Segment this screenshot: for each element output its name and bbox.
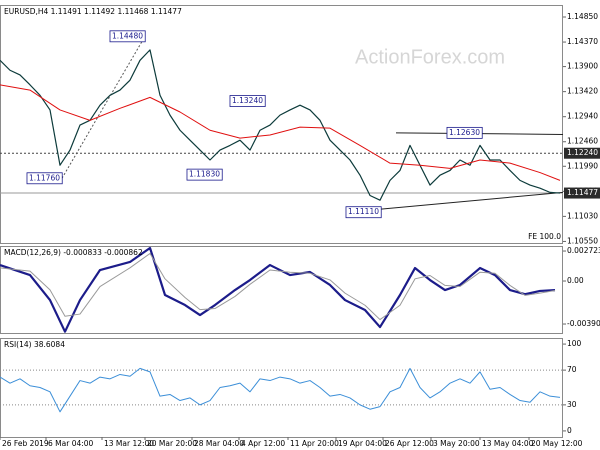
trend-line bbox=[346, 191, 563, 213]
annotation-label: 1.12630 bbox=[449, 128, 480, 137]
annotation-box bbox=[109, 30, 146, 43]
y-tick-label: 1.12940 bbox=[567, 112, 598, 121]
panel-frame bbox=[0, 5, 563, 244]
x-tick-label: 20 May 12:00 bbox=[531, 439, 583, 448]
annotation-label: 1.11830 bbox=[189, 170, 220, 179]
watermark: ActionForex.com bbox=[355, 46, 505, 68]
panel-title: EURUSD,H4 1.11491 1.11492 1.11468 1.1147… bbox=[4, 7, 182, 16]
trend-line bbox=[61, 36, 146, 179]
y-tick-label: -0.003905 bbox=[567, 319, 600, 328]
x-tick-label: 3 May 20:00 bbox=[433, 439, 480, 448]
panel-frame bbox=[0, 246, 563, 334]
annotation-box bbox=[345, 206, 382, 219]
y-tick-label: 70 bbox=[567, 365, 577, 374]
annotation-box bbox=[26, 172, 63, 185]
x-tick-label: 28 Mar 04:00 bbox=[194, 439, 244, 448]
series-line bbox=[0, 367, 561, 413]
x-tick-label: 26 Feb 2019 bbox=[2, 439, 49, 448]
series-line bbox=[0, 49, 561, 201]
y-tick-label: 1.14370 bbox=[567, 37, 598, 46]
y-tick-label: 1.13900 bbox=[567, 62, 598, 71]
plot-area bbox=[0, 36, 563, 213]
annotation-label: 1.11110 bbox=[348, 207, 379, 216]
panel-title: RSI(14) 38.6084 bbox=[4, 340, 65, 349]
panel-frame bbox=[0, 338, 563, 438]
x-tick-label: 19 Apr 04:00 bbox=[338, 439, 387, 448]
y-tick-label: 1.11990 bbox=[567, 161, 598, 170]
annotation-box bbox=[229, 95, 266, 107]
y-tick-label: 0.00 bbox=[567, 276, 584, 285]
y-tick-label: 1.14850 bbox=[567, 12, 598, 21]
price-tag bbox=[564, 147, 600, 159]
y-tick-label: 0 bbox=[567, 426, 572, 435]
series-line bbox=[0, 252, 556, 321]
plot-area bbox=[0, 367, 563, 413]
price-tag-label: 1.11477 bbox=[567, 188, 598, 197]
y-tick-label: 1.12460 bbox=[567, 137, 598, 146]
series-line bbox=[0, 246, 556, 333]
x-tick-label: 13 Mar 12:00 bbox=[104, 439, 154, 448]
plot-area bbox=[0, 246, 556, 333]
annotation-label: 1.13240 bbox=[232, 96, 263, 105]
y-tick-label: 0.002723 bbox=[567, 246, 600, 255]
price-tag-label: 1.12240 bbox=[567, 148, 598, 157]
x-tick-label: 11 Apr 20:00 bbox=[290, 439, 339, 448]
annotation-box bbox=[446, 126, 483, 139]
panel-title: MACD(12,26,9) -0.000833 -0.000862 bbox=[4, 248, 143, 257]
y-tick-label: 30 bbox=[567, 400, 577, 409]
annotation-label: 1.14480 bbox=[112, 31, 143, 40]
price-tag bbox=[564, 187, 600, 199]
y-tick-label: 1.13420 bbox=[567, 87, 598, 96]
y-tick-label: 100 bbox=[567, 339, 582, 348]
y-tick-label: 1.11030 bbox=[567, 211, 598, 220]
fe-label: FE 100.0 bbox=[528, 232, 561, 241]
annotation-box bbox=[186, 168, 223, 181]
annotation-label: 1.11760 bbox=[29, 173, 60, 182]
series-line bbox=[0, 84, 561, 181]
y-tick-label: 1.10550 bbox=[567, 236, 598, 245]
x-tick-label: 20 Mar 20:00 bbox=[147, 439, 197, 448]
x-tick-label: 6 Mar 04:00 bbox=[48, 439, 94, 448]
x-tick-label: 13 May 04:00 bbox=[482, 439, 534, 448]
x-tick-label: 26 Apr 12:00 bbox=[385, 439, 434, 448]
x-tick-label: 4 Apr 12:00 bbox=[241, 439, 285, 448]
